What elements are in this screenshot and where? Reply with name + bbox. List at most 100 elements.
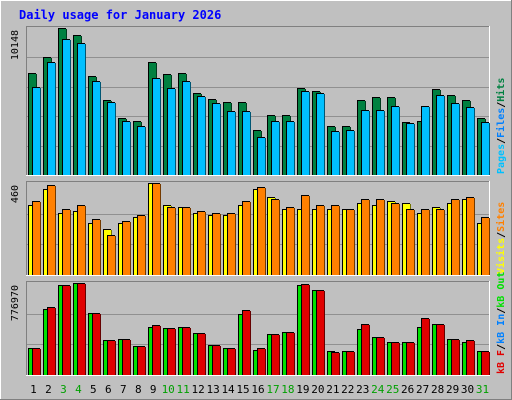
bar-sites-day-1 [32,201,40,275]
bar-sites-day-5 [92,219,100,275]
panel-visits-sites: 460 Visits/Sites [10,181,507,276]
panel-max-label: 460 [10,185,21,203]
bar-pages-day-12 [197,96,205,175]
legend-entry: kB In [496,314,507,344]
bar-kb-f-day-9 [152,325,160,375]
bar-sites-day-25 [391,203,399,275]
bar-sites-day-10 [167,207,175,275]
bar-kb-f-day-12 [197,333,205,375]
chart-title: Daily usage for January 2026 [19,8,221,22]
bar-pages-day-7 [122,121,130,175]
bar-kb-f-day-15 [242,310,250,375]
bar-kb-f-day-1 [32,348,40,375]
bar-kb-f-day-24 [376,337,384,375]
x-tick-label: 1 [30,383,37,396]
x-tick-label: 22 [341,383,354,396]
bar-sites-day-7 [122,221,130,275]
bar-pages-day-14 [227,111,235,175]
bar-sites-day-23 [361,199,369,275]
bar-kb-f-day-7 [122,339,130,375]
bar-kb-f-day-14 [227,348,235,375]
bar-pages-day-13 [212,103,220,175]
x-tick-label: 15 [236,383,249,396]
bar-kb-f-day-4 [77,283,85,375]
bar-kb-f-day-11 [182,327,190,375]
legend-entry: Pages [496,144,507,174]
bar-sites-day-22 [346,209,354,275]
bar-kb-f-day-13 [212,345,220,375]
bar-sites-day-26 [406,209,414,275]
bar-pages-day-20 [316,93,324,175]
bar-kb-f-day-2 [47,307,55,375]
legend-entry: / [496,308,507,314]
bar-sites-day-18 [286,207,294,275]
bar-pages-day-6 [107,102,115,175]
bar-pages-day-11 [182,81,190,175]
x-tick-label: 27 [416,383,429,396]
bar-kb-f-day-17 [271,334,279,375]
bar-pages-day-28 [436,95,444,175]
bar-pages-day-21 [331,131,339,175]
bar-pages-day-8 [137,126,145,175]
x-tick-label: 3 [60,383,67,396]
bar-sites-day-15 [242,201,250,275]
chart-panels: 10148Pages/Files/Hits460Visits/Sites7769… [10,26,507,376]
bar-sites-day-27 [421,209,429,275]
bar-pages-day-31 [481,122,489,175]
bar-sites-day-13 [212,213,220,275]
bar-kb-f-day-29 [451,339,459,375]
bar-sites-day-9 [152,183,160,275]
bar-kb-f-day-20 [316,290,324,375]
bar-kb-f-day-19 [301,284,309,375]
bar-kb-f-day-27 [421,318,429,375]
bar-pages-day-2 [47,62,55,175]
bar-kb-f-day-16 [257,348,265,375]
x-tick-label: 25 [386,383,399,396]
bar-sites-day-14 [227,213,235,275]
x-tick-label: 26 [401,383,414,396]
bar-sites-day-4 [77,205,85,275]
bar-sites-day-11 [182,207,190,275]
bar-kb-f-day-18 [286,332,294,375]
bar-pages-day-5 [92,81,100,175]
bar-pages-day-29 [451,103,459,175]
bar-sites-day-8 [137,215,145,275]
bar-sites-day-28 [436,209,444,275]
bar-pages-day-26 [406,123,414,175]
x-axis-labels: 1 2 3 4 5 6 7 8 9 10 11 12 13 14 15 16 17 18 19 20 21 22 23 24 2… [30,383,489,396]
bar-kb-f-day-26 [406,342,414,375]
x-tick-label: 21 [326,383,339,396]
panel-legend: Pages/Files/Hits [495,78,507,174]
bar-pages-day-15 [242,111,250,175]
bar-kb-f-day-22 [346,351,354,375]
bar-kb-f-day-23 [361,324,369,375]
x-tick-label: 11 [177,383,190,396]
bar-kb-f-day-31 [481,351,489,375]
legend-entry: Visits [495,238,507,274]
bar-pages-day-18 [286,121,294,175]
bar-sites-day-29 [451,199,459,275]
legend-entry: Hits [495,78,507,102]
x-tick-label: 19 [296,383,309,396]
bar-kb-f-day-21 [331,352,339,375]
bar-sites-day-16 [257,187,265,275]
bar-kb-f-day-25 [391,342,399,375]
bar-sites-day-6 [107,235,115,275]
x-tick-label: 5 [90,383,97,396]
bar-pages-day-22 [346,130,354,175]
bar-pages-day-1 [32,87,40,175]
legend-entry: Sites [495,202,507,232]
bar-pages-day-9 [152,78,160,175]
bar-sites-day-17 [271,199,279,275]
x-tick-label: 23 [356,383,369,396]
legend-entry: / [496,232,507,238]
bar-pages-day-27 [421,106,429,175]
bar-pages-day-30 [466,107,474,175]
bar-kb-f-day-8 [137,346,145,375]
bar-pages-day-25 [391,106,399,175]
bar-sites-day-31 [481,217,489,275]
x-tick-label: 4 [75,383,82,396]
x-tick-label: 12 [192,383,205,396]
